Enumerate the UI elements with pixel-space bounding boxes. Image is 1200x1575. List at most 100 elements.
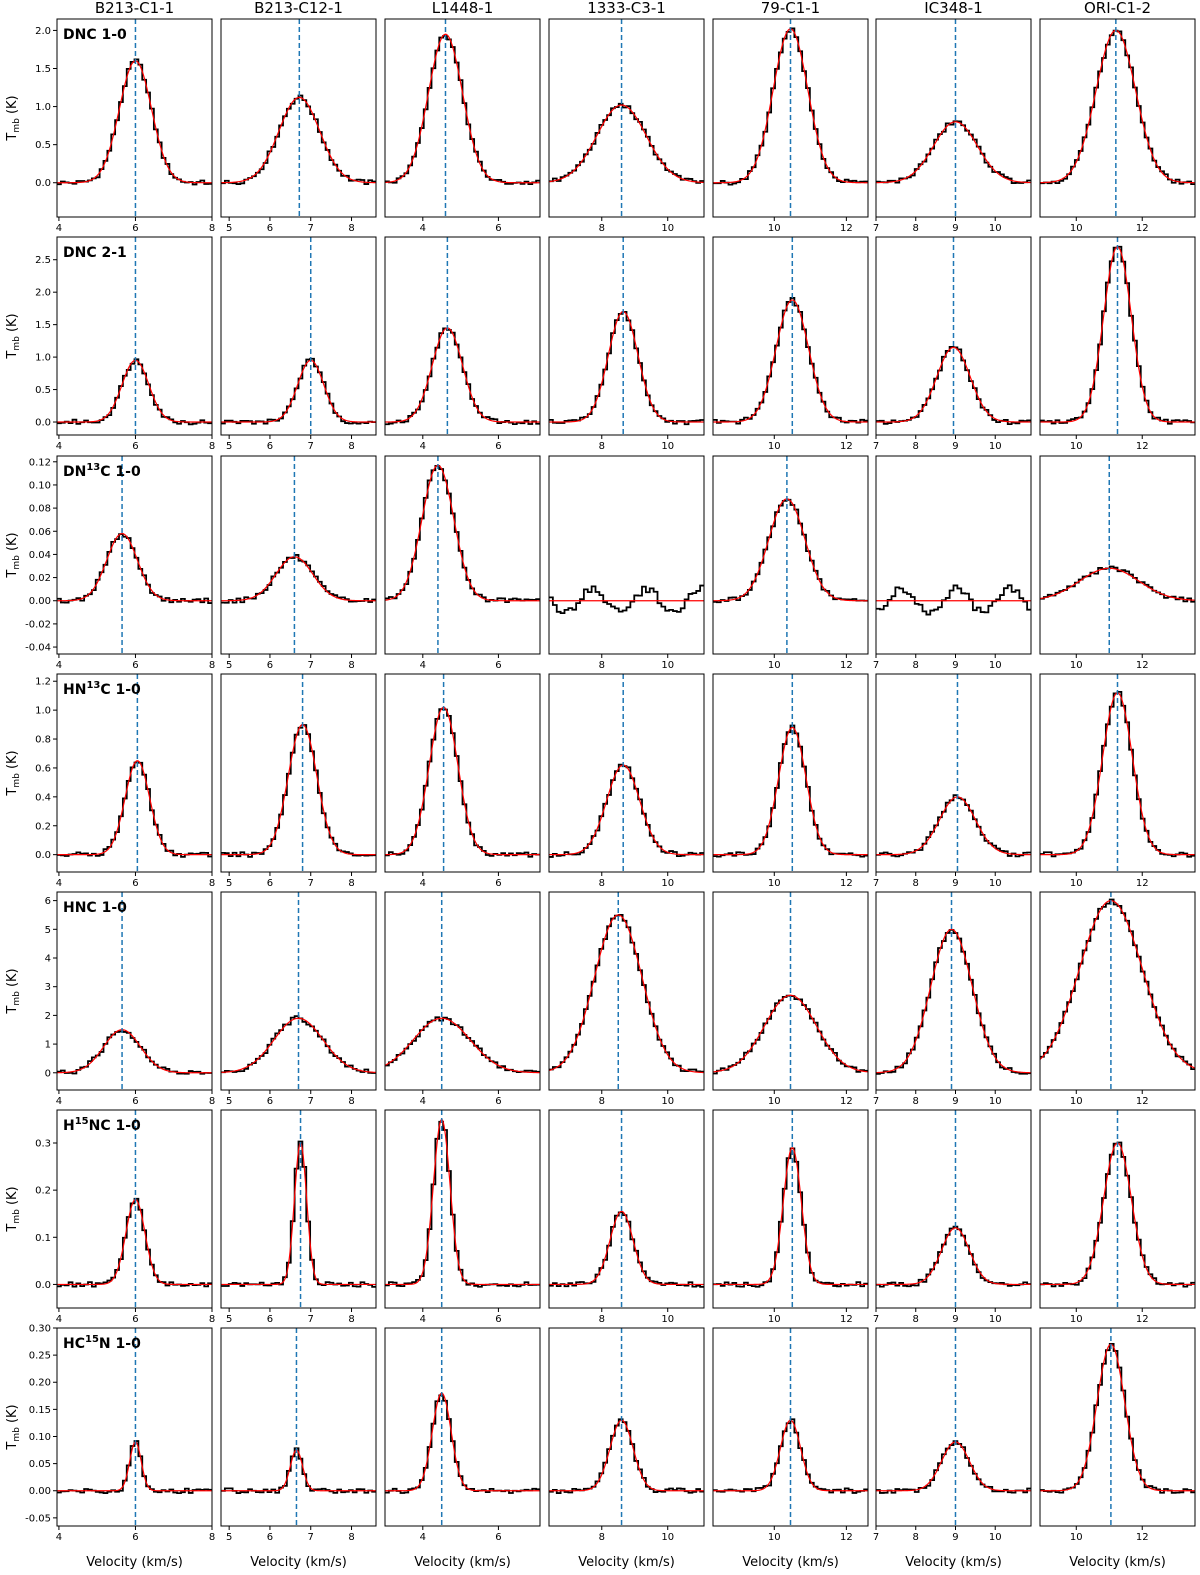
- observed-spectrum: [713, 1147, 868, 1288]
- x-tick-label: 12: [840, 223, 853, 234]
- x-tick-label: 10: [1070, 878, 1083, 889]
- row-label-isotope: 15: [85, 1334, 99, 1345]
- y-tick-label: 0.0: [35, 850, 51, 861]
- observed-spectrum: [57, 58, 212, 186]
- panel-2-5: 7 8 9 10: [873, 455, 1032, 671]
- panel-plot-area: [549, 674, 704, 872]
- panel-4-6: 10 12: [1039, 891, 1196, 1107]
- x-tick-label: 10: [989, 223, 1002, 234]
- observed-spectrum: [221, 554, 376, 604]
- x-tick-label: 6: [132, 1314, 138, 1325]
- x-tick-label: 4: [420, 441, 426, 452]
- panel-plot-area: [1040, 892, 1195, 1090]
- panel-plot-area: [713, 456, 868, 654]
- x-tick-label: 6: [132, 223, 138, 234]
- x-tick-label: 8: [209, 1532, 215, 1543]
- panel-plot-area: [385, 456, 540, 654]
- panel-5-5: 7 8 9 10: [873, 1109, 1032, 1325]
- y-label-unit: (K): [5, 1404, 20, 1427]
- y-tick-label: 0: [45, 1068, 51, 1079]
- x-tick-label: 12: [1136, 1314, 1149, 1325]
- panel-frame: [56, 18, 213, 218]
- panel-plot-area: [1040, 19, 1195, 217]
- panel-frame: [56, 1109, 213, 1309]
- x-axis-label: Velocity (km/s): [86, 1555, 183, 1570]
- observed-spectrum: [1040, 29, 1195, 185]
- x-tick-label: 12: [840, 878, 853, 889]
- x-tick-label: 10: [989, 441, 1002, 452]
- panel-3-5: 7 8 9 10: [873, 673, 1032, 889]
- panel-frame: [220, 236, 377, 436]
- y-label-symbol: T: [5, 133, 20, 142]
- y-tick-label: 0.0: [35, 418, 51, 429]
- gaussian-fit: [57, 1198, 212, 1286]
- x-tick-label: 8: [348, 441, 354, 452]
- x-tick-label: 10: [1070, 441, 1083, 452]
- x-tick-label: 10: [768, 878, 781, 889]
- panel-plot-area: [713, 237, 868, 435]
- x-tick-label: 12: [840, 1314, 853, 1325]
- panel-frame: [875, 455, 1032, 655]
- gaussian-fit: [713, 299, 868, 423]
- y-tick-label: 0.1: [35, 1233, 51, 1244]
- panel-frame: [712, 236, 869, 436]
- panel-frame: [875, 18, 1032, 218]
- observed-spectrum: [385, 708, 540, 858]
- panel-6-0: 4 6 8 -0.05 0.00 0.05 0.10 0.15 0.20 0.25 0.30 HC15…: [25, 1324, 215, 1544]
- gaussian-fit: [713, 994, 868, 1073]
- panel-frame: [1039, 455, 1196, 655]
- x-axis-label: Velocity (km/s): [1069, 1555, 1166, 1570]
- panel-1-6: 10 12: [1039, 236, 1196, 452]
- x-tick-label: 4: [420, 1532, 426, 1543]
- panel-plot-area: [1040, 1328, 1195, 1526]
- gaussian-fit: [57, 1441, 212, 1492]
- x-tick-label: 10: [989, 1314, 1002, 1325]
- gaussian-fit: [57, 760, 212, 856]
- panel-frame: [1039, 891, 1196, 1091]
- x-tick-label: 10: [661, 660, 674, 671]
- gaussian-fit: [876, 1227, 1031, 1286]
- row-label-isotope: 15: [75, 1116, 89, 1127]
- panel-plot-area: [221, 1110, 376, 1308]
- observed-spectrum: [221, 357, 376, 425]
- panel-2-4: 10 12: [712, 455, 869, 671]
- panel-3-4: 10 12: [712, 673, 869, 889]
- x-tick-label: 8: [348, 223, 354, 234]
- y-tick-label: 2.0: [35, 288, 51, 299]
- panel-frame: [875, 891, 1032, 1091]
- gaussian-fit: [713, 498, 868, 602]
- observed-spectrum: [549, 763, 704, 858]
- x-tick-label: 6: [132, 1532, 138, 1543]
- y-tick-label: 0.04: [29, 550, 51, 561]
- y-tick-label: 0.0: [35, 178, 51, 189]
- x-tick-label: 7: [308, 1314, 314, 1325]
- row-label-molecule: HN13C 1-0: [63, 680, 141, 698]
- y-label-symbol: T: [5, 1006, 20, 1015]
- panel-frame: [712, 18, 869, 218]
- row-label-isotope: 13: [86, 462, 100, 473]
- x-tick-label: 7: [308, 1532, 314, 1543]
- panel-1-0: 4 6 8 0.0 0.5 1.0 1.5 2.0 2.5 DNC 2-1: [35, 236, 215, 452]
- y-tick-label: 0.3: [35, 1139, 51, 1150]
- gaussian-fit: [221, 556, 376, 602]
- y-label-symbol: T: [5, 1224, 20, 1233]
- x-tick-label: 10: [1070, 1096, 1083, 1107]
- panel-frame: [56, 455, 213, 655]
- panel-plot-area: [221, 19, 376, 217]
- panel-plot-area: [221, 237, 376, 435]
- x-tick-label: 5: [226, 878, 232, 889]
- panel-plot-area: [549, 1110, 704, 1308]
- y-tick-label: 0.8: [35, 735, 51, 746]
- y-tick-label: 5: [45, 925, 51, 936]
- x-tick-label: 7: [873, 1314, 879, 1325]
- x-tick-label: 7: [308, 878, 314, 889]
- x-tick-label: 12: [1136, 1532, 1149, 1543]
- observed-spectrum: [549, 1211, 704, 1288]
- y-label-subscript: mb: [12, 1427, 22, 1442]
- y-tick-label: 1.0: [35, 102, 51, 113]
- observed-spectrum: [57, 358, 212, 426]
- gaussian-fit: [385, 327, 540, 423]
- x-tick-label: 7: [308, 223, 314, 234]
- y-tick-label: 0.2: [35, 821, 51, 832]
